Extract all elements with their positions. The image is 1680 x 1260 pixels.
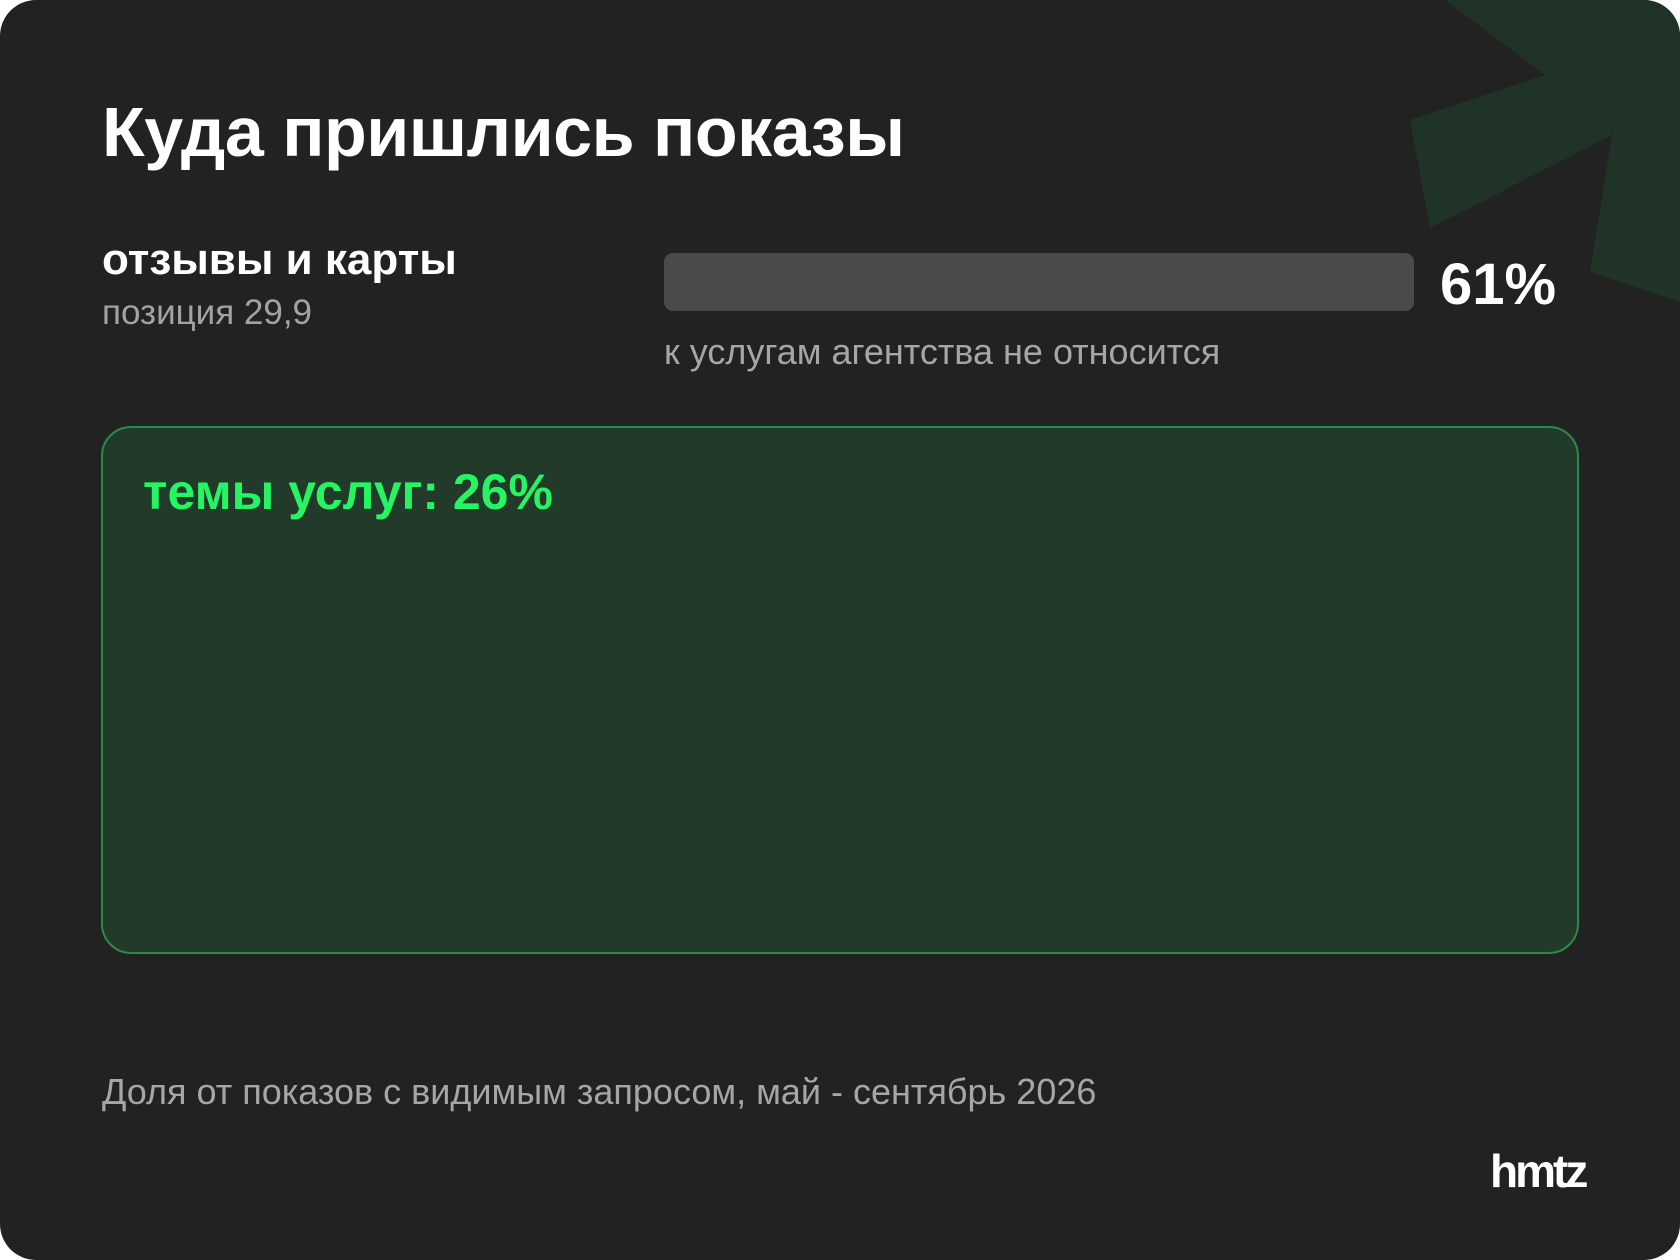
service-topics-box — [101, 426, 1579, 954]
footer-caption: Доля от показов с видимым запросом, май … — [102, 1071, 1097, 1112]
top-row-note: к услугам агентства не относится — [664, 331, 1221, 372]
service-topics-title: темы услуг: 26% — [143, 464, 553, 520]
bar-reviews-maps — [664, 253, 1414, 311]
page-title: Куда пришлись показы — [102, 93, 905, 171]
row-position-reviews-maps: позиция 29,9 — [102, 293, 313, 332]
decorative-arrow-polygon — [1410, 0, 1680, 302]
brand-logo: hmtz — [1490, 1145, 1588, 1197]
value-label-reviews-maps: 61% — [1440, 252, 1557, 317]
row-label-reviews-maps: отзывы и карты — [102, 235, 457, 284]
